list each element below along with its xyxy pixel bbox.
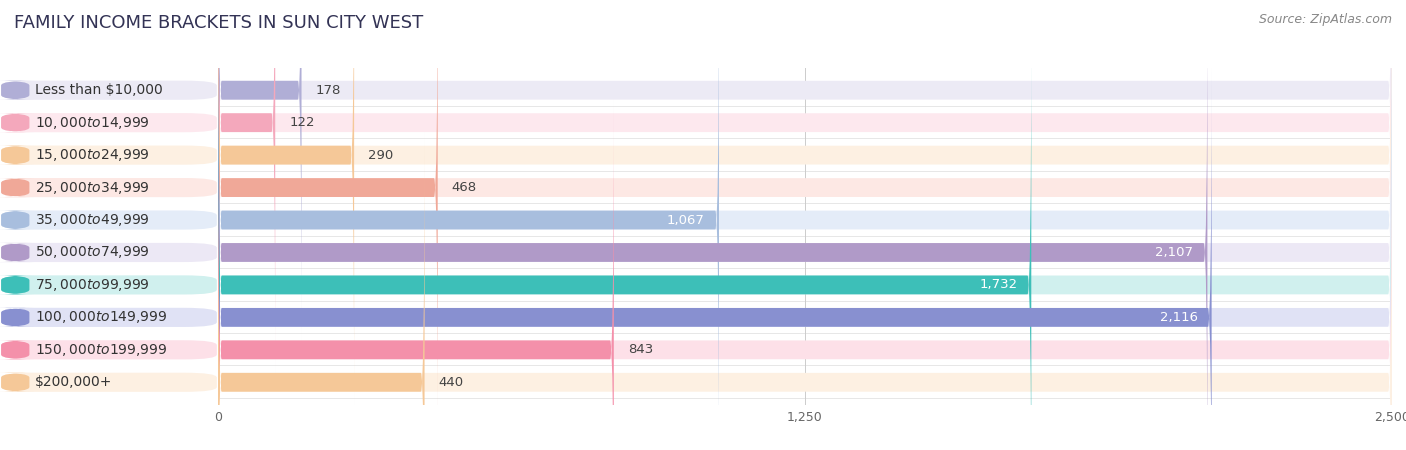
FancyBboxPatch shape	[218, 2, 1392, 450]
FancyBboxPatch shape	[1, 275, 217, 294]
FancyBboxPatch shape	[1, 81, 217, 100]
FancyBboxPatch shape	[1, 308, 217, 327]
FancyBboxPatch shape	[0, 308, 34, 327]
Text: $75,000 to $99,999: $75,000 to $99,999	[35, 277, 149, 293]
Text: $10,000 to $14,999: $10,000 to $14,999	[35, 115, 149, 130]
FancyBboxPatch shape	[218, 67, 1392, 450]
Text: 2,107: 2,107	[1156, 246, 1194, 259]
FancyBboxPatch shape	[218, 0, 301, 340]
FancyBboxPatch shape	[218, 67, 1212, 450]
Text: $100,000 to $149,999: $100,000 to $149,999	[35, 310, 167, 325]
FancyBboxPatch shape	[0, 113, 34, 132]
FancyBboxPatch shape	[218, 0, 1392, 373]
FancyBboxPatch shape	[1, 113, 217, 132]
FancyBboxPatch shape	[218, 35, 1031, 450]
Text: $50,000 to $74,999: $50,000 to $74,999	[35, 244, 149, 261]
FancyBboxPatch shape	[218, 132, 1392, 450]
FancyBboxPatch shape	[218, 99, 614, 450]
Text: $150,000 to $199,999: $150,000 to $199,999	[35, 342, 167, 358]
Text: 843: 843	[628, 343, 654, 356]
FancyBboxPatch shape	[0, 178, 34, 197]
Text: 178: 178	[315, 84, 342, 97]
Text: 440: 440	[439, 376, 464, 389]
FancyBboxPatch shape	[0, 275, 34, 294]
FancyBboxPatch shape	[1, 340, 217, 360]
FancyBboxPatch shape	[1, 373, 217, 392]
FancyBboxPatch shape	[218, 0, 1392, 340]
FancyBboxPatch shape	[218, 35, 1392, 450]
FancyBboxPatch shape	[218, 0, 276, 373]
Text: FAMILY INCOME BRACKETS IN SUN CITY WEST: FAMILY INCOME BRACKETS IN SUN CITY WEST	[14, 14, 423, 32]
Text: 1,067: 1,067	[666, 213, 704, 226]
FancyBboxPatch shape	[0, 211, 34, 230]
FancyBboxPatch shape	[1, 211, 217, 230]
FancyBboxPatch shape	[0, 145, 34, 165]
FancyBboxPatch shape	[218, 0, 354, 405]
FancyBboxPatch shape	[218, 132, 425, 450]
FancyBboxPatch shape	[218, 99, 1392, 450]
FancyBboxPatch shape	[218, 0, 1392, 405]
Text: Less than $10,000: Less than $10,000	[35, 83, 163, 97]
Text: Source: ZipAtlas.com: Source: ZipAtlas.com	[1258, 14, 1392, 27]
FancyBboxPatch shape	[1, 243, 217, 262]
Text: $25,000 to $34,999: $25,000 to $34,999	[35, 180, 149, 196]
FancyBboxPatch shape	[0, 243, 34, 262]
Text: 122: 122	[290, 116, 315, 129]
FancyBboxPatch shape	[0, 81, 34, 100]
Text: $35,000 to $49,999: $35,000 to $49,999	[35, 212, 149, 228]
Text: 290: 290	[368, 148, 394, 162]
FancyBboxPatch shape	[1, 145, 217, 165]
FancyBboxPatch shape	[0, 373, 34, 392]
FancyBboxPatch shape	[218, 0, 437, 438]
Text: $15,000 to $24,999: $15,000 to $24,999	[35, 147, 149, 163]
FancyBboxPatch shape	[1, 178, 217, 197]
Text: 468: 468	[451, 181, 477, 194]
FancyBboxPatch shape	[218, 2, 1208, 450]
Text: 1,732: 1,732	[979, 279, 1017, 292]
Text: $200,000+: $200,000+	[35, 375, 112, 389]
FancyBboxPatch shape	[218, 0, 1392, 450]
FancyBboxPatch shape	[0, 340, 34, 360]
FancyBboxPatch shape	[218, 0, 718, 450]
FancyBboxPatch shape	[218, 0, 1392, 438]
Text: 2,116: 2,116	[1160, 311, 1198, 324]
